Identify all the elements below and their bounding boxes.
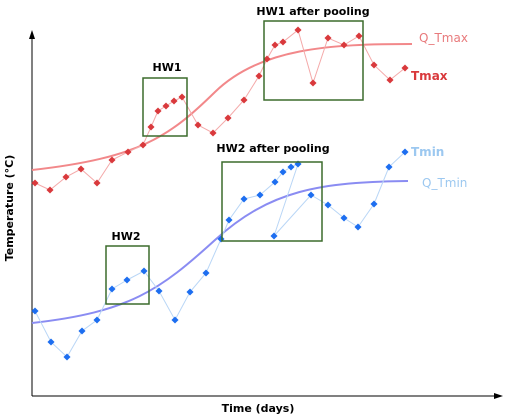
tmin-marker — [78, 327, 86, 335]
tmax-marker — [147, 123, 155, 131]
tmax-marker — [31, 179, 39, 187]
q-tmin-curve — [31, 180, 409, 324]
tmin-marker — [271, 178, 279, 186]
tmin-marker — [47, 338, 55, 346]
tmin-marker — [202, 269, 210, 277]
q-tmax-curve — [31, 43, 413, 171]
tmin-marker — [324, 201, 332, 209]
tmax-marker — [62, 173, 70, 181]
tmax-line — [34, 29, 406, 191]
y-axis-arrow — [29, 30, 35, 39]
y-axis-label: Temperature (°C) — [3, 155, 16, 262]
tmin-marker — [307, 191, 315, 199]
tmax-marker — [93, 179, 101, 187]
hw2-after-pooling-box — [221, 161, 323, 242]
tmin-line — [34, 151, 406, 358]
hw1-label: HW1 — [153, 61, 182, 74]
tmax-marker — [162, 102, 170, 110]
tmax-marker — [178, 93, 186, 101]
tmax-marker — [46, 186, 54, 194]
tmin-marker — [31, 307, 39, 315]
tmax-marker — [309, 79, 317, 87]
hw1-box — [142, 77, 188, 137]
tmin-marker — [385, 163, 393, 171]
tmin-marker — [225, 216, 233, 224]
hw2-after-pooling-label: HW2 after pooling — [216, 142, 329, 155]
tmin-marker — [155, 287, 163, 295]
tmax-marker — [108, 156, 116, 164]
tmin-marker — [171, 316, 179, 324]
tmax-marker — [170, 97, 178, 105]
tmin-label: Tmin — [411, 145, 444, 159]
tmax-marker — [355, 32, 363, 40]
tmin-marker — [401, 148, 409, 156]
tmin-marker — [240, 195, 248, 203]
tmin-marker — [63, 353, 71, 361]
tmin-marker — [256, 191, 264, 199]
tmax-label: Tmax — [411, 69, 448, 83]
tmax-markers — [31, 26, 409, 194]
tmax-marker — [77, 165, 85, 173]
tmax-marker — [194, 121, 202, 129]
tmax-marker — [139, 141, 147, 149]
tmin-marker — [370, 200, 378, 208]
tmax-marker — [263, 55, 271, 63]
tmin-marker — [108, 285, 116, 293]
tmax-marker — [386, 76, 394, 84]
tmax-marker — [370, 61, 378, 69]
tmin-marker — [270, 232, 278, 240]
tmin-marker — [287, 163, 295, 171]
tmax-marker — [224, 114, 232, 122]
hw1-after-pooling-label: HW1 after pooling — [256, 5, 369, 18]
tmax-marker — [279, 38, 287, 46]
q-tmax-label: Q_Tmax — [419, 31, 468, 45]
tmax-marker — [154, 107, 162, 115]
tmin-marker — [93, 316, 101, 324]
tmin-marker — [340, 214, 348, 222]
tmin-marker — [123, 276, 131, 284]
tmax-marker — [255, 72, 263, 80]
tmin-marker — [140, 267, 148, 275]
tmin-marker — [186, 288, 194, 296]
hw2-label: HW2 — [112, 230, 141, 243]
q-tmin-label: Q_Tmin — [422, 176, 467, 190]
tmax-marker — [209, 129, 217, 137]
tmax-marker — [401, 64, 409, 72]
x-axis-arrow — [494, 393, 503, 399]
tmin-marker — [354, 223, 362, 231]
hw1-after-pooling-box — [263, 20, 364, 101]
tmax-marker — [294, 26, 302, 34]
tmin-marker — [279, 168, 287, 176]
hw2-box — [105, 245, 150, 305]
tmin-markers — [31, 148, 409, 361]
tmax-marker — [340, 41, 348, 49]
x-axis-label: Time (days) — [222, 402, 295, 415]
tmax-marker — [124, 148, 132, 156]
tmax-marker — [324, 34, 332, 42]
tmax-marker — [240, 96, 248, 104]
tmax-marker — [271, 41, 279, 49]
